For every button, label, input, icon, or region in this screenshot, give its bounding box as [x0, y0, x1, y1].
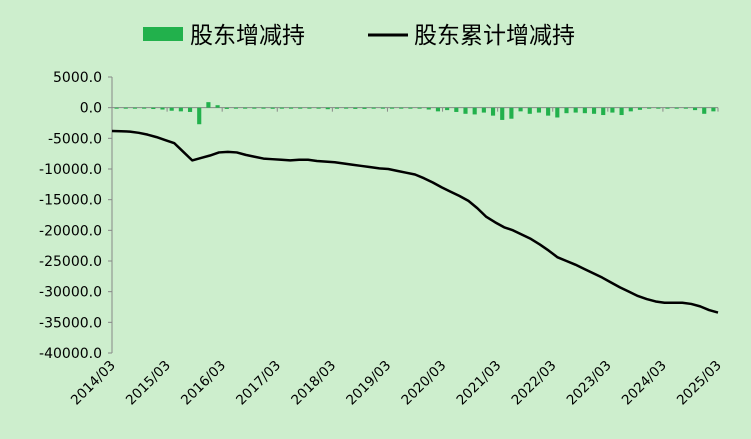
bar [656, 107, 661, 109]
bar [380, 107, 385, 109]
y-tick-label: -10000.0 [39, 162, 102, 178]
bar [417, 107, 422, 109]
bar [389, 107, 395, 109]
y-tick-label: -20000.0 [39, 223, 102, 239]
bar [261, 107, 266, 109]
bar [362, 107, 367, 109]
bar [683, 107, 688, 109]
bar [536, 107, 542, 113]
bar [233, 107, 239, 109]
bar [555, 107, 560, 118]
bar [674, 107, 679, 109]
bar [252, 107, 257, 109]
bar [601, 107, 606, 116]
bar [334, 107, 340, 109]
y-tick-label: -25000.0 [39, 254, 102, 270]
y-tick-label: 0.0 [80, 101, 102, 117]
y-tick-label: -30000.0 [39, 285, 102, 301]
bar [224, 107, 229, 109]
bar [160, 107, 165, 110]
bar [619, 107, 624, 116]
bar [481, 107, 486, 113]
bar [243, 107, 248, 109]
bar [692, 107, 698, 111]
bar [637, 107, 643, 110]
bar [509, 107, 514, 119]
bar [123, 107, 128, 109]
legend-bar-swatch [143, 27, 183, 41]
bar [610, 107, 615, 113]
bar [426, 107, 431, 110]
bar [472, 107, 477, 115]
bar [435, 107, 441, 112]
bar [114, 107, 119, 109]
bar [344, 107, 349, 109]
bar [711, 107, 716, 112]
bar [408, 107, 413, 109]
y-tick-label: -35000.0 [39, 315, 102, 331]
bar [132, 107, 138, 109]
bar [454, 107, 459, 112]
bar [270, 107, 275, 109]
y-tick-label: 5000.0 [53, 70, 102, 86]
bar [527, 107, 532, 114]
bar [187, 107, 193, 112]
legend: 股东增减持 股东累计增减持 [143, 23, 575, 49]
bar [206, 102, 211, 108]
bar [215, 105, 220, 108]
bar [490, 107, 496, 116]
bar [573, 107, 578, 113]
bar [169, 107, 174, 111]
bar [298, 107, 303, 109]
y-tick-label: -40000.0 [39, 346, 102, 362]
bar-series [114, 102, 716, 125]
legend-line-label: 股东累计增减持 [414, 23, 575, 49]
bar [279, 107, 284, 109]
bar [518, 107, 523, 112]
bar [546, 107, 551, 116]
bar [445, 107, 450, 111]
bar [628, 107, 633, 112]
bar [353, 107, 358, 109]
bar [151, 107, 156, 110]
bar [325, 107, 330, 110]
bar [197, 107, 202, 125]
bar [371, 107, 376, 109]
bar [500, 107, 505, 120]
bar [178, 107, 183, 112]
bar [665, 107, 670, 109]
bar [399, 107, 404, 109]
bar [288, 107, 294, 109]
legend-bar-label: 股东增减持 [190, 23, 305, 49]
y-tick-label: -15000.0 [39, 193, 102, 209]
bar [564, 107, 569, 114]
bar [647, 107, 652, 109]
cumulative-line [111, 129, 719, 314]
y-tick-label: -5000.0 [48, 131, 102, 147]
bar [142, 107, 147, 109]
bar [702, 107, 707, 114]
line-series [111, 129, 719, 314]
y-axis: 5000.0 0.0 -5000.0 -10000.0 -15000.0 -20000.0… [39, 70, 113, 362]
bar [582, 107, 587, 114]
bar [316, 107, 321, 109]
bar [463, 107, 468, 114]
bar [307, 107, 312, 109]
bar [591, 107, 597, 114]
